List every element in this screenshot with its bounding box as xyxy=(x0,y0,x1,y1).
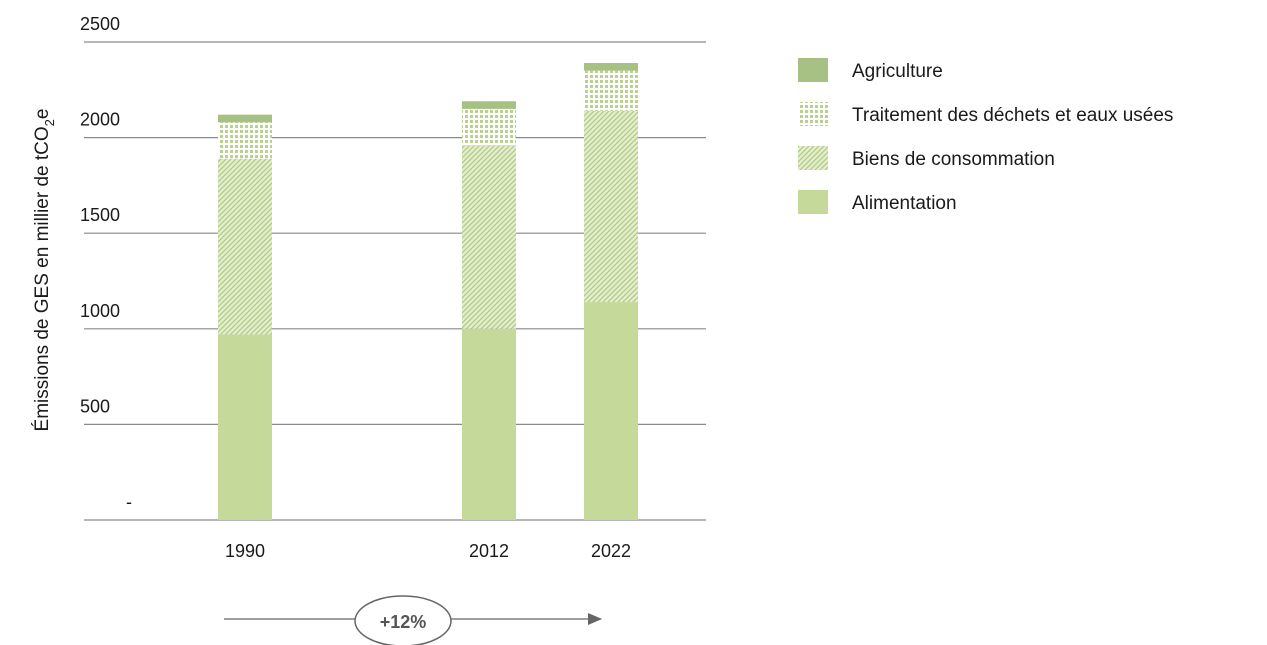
x-axis-ticks: 1990 2012 2022 xyxy=(225,541,631,561)
growth-badge xyxy=(354,595,452,645)
bar-1990-biens-de-consommation xyxy=(218,158,272,335)
bar-2012-alimentation xyxy=(462,328,516,520)
y-axis-label-main: Émissions de GES en millier de tCO xyxy=(32,126,53,431)
y-axis-label-suffix: e xyxy=(32,109,53,120)
legend: Agriculture Traitement des déchets et eau… xyxy=(798,58,1173,214)
legend-label-biens-de-consommation: Biens de consommation xyxy=(852,149,1055,170)
legend-swatch-agriculture xyxy=(798,58,828,82)
bar-1990-traitement-des-dechets-et-eaux-usees xyxy=(218,122,272,159)
x-tick-label-2022: 2022 xyxy=(591,541,631,561)
y-axis-label: Émissions de GES en millier de tCO2e xyxy=(32,109,57,432)
bar-2022-traitement-des-dechets-et-eaux-usees xyxy=(584,70,638,111)
bar-2012-traitement-des-dechets-et-eaux-usees xyxy=(462,108,516,146)
y-tick-label-1000: 1000 xyxy=(80,301,120,321)
bars xyxy=(218,63,638,520)
y-tick-label-2500: 2500 xyxy=(80,14,120,34)
y-tick-label-2000: 2000 xyxy=(80,110,120,130)
x-tick-label-1990: 1990 xyxy=(225,541,265,561)
legend-label-traitement-des-dechets-et-eaux-usees: Traitement des déchets et eaux usées xyxy=(852,105,1173,126)
y-axis-ticks: - 500 1000 1500 2000 2500 xyxy=(80,14,132,512)
x-tick-label-2012: 2012 xyxy=(469,541,509,561)
bar-2022-agriculture xyxy=(584,63,638,71)
bar-1990-agriculture xyxy=(218,114,272,123)
growth-annotation: +12% xyxy=(224,595,602,645)
bar-2012-agriculture xyxy=(462,101,516,109)
y-tick-label-1500: 1500 xyxy=(80,205,120,225)
legend-label-agriculture: Agriculture xyxy=(852,61,943,82)
legend-label-alimentation: Alimentation xyxy=(852,193,957,214)
bar-2012-biens-de-consommation xyxy=(462,145,516,329)
legend-swatch-biens-de-consommation xyxy=(798,146,828,170)
legend-swatch-traitement-des-dechets-et-eaux-usees xyxy=(798,102,828,126)
y-axis-label-subscript: 2 xyxy=(42,119,57,126)
bar-1990-alimentation xyxy=(218,334,272,520)
legend-swatch-alimentation xyxy=(798,190,828,214)
bar-2022-alimentation xyxy=(584,302,638,520)
y-tick-label-0: - xyxy=(126,492,132,512)
growth-badge-label: +12% xyxy=(380,612,427,632)
bar-2022-biens-de-consommation xyxy=(584,110,638,303)
y-tick-label-500: 500 xyxy=(80,396,110,416)
